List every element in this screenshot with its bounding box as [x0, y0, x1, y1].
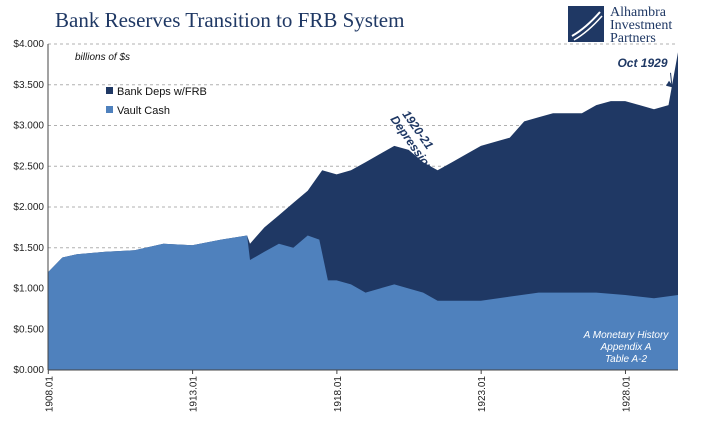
x-tick-label: 1913.01	[189, 376, 200, 413]
x-tick-label: 1928.01	[621, 376, 632, 413]
y-tick-label: $1.500	[13, 243, 44, 254]
y-tick-label: $2.000	[13, 202, 44, 213]
legend: Bank Deps w/FRB Vault Cash	[106, 86, 207, 117]
y-tick-label: $1.000	[13, 284, 44, 295]
legend-label: Vault Cash	[117, 105, 170, 117]
company-logo: Alhambra Investment Partners	[568, 6, 698, 50]
x-tick-label: 1923.01	[477, 376, 488, 413]
x-tick-label: 1908.01	[44, 376, 55, 413]
annotation-arrow	[670, 72, 673, 87]
logo-line-1: Alhambra	[610, 5, 666, 20]
chart-title: Bank Reserves Transition to FRB System	[55, 8, 405, 32]
legend-label: Bank Deps w/FRB	[117, 86, 207, 98]
area-series-vault-cash	[48, 235, 678, 370]
annotation-arrowhead	[666, 80, 674, 88]
x-tick-label: 1918.01	[333, 376, 344, 413]
logo-mark-icon	[568, 6, 604, 42]
source-note-line: Table A-2	[605, 354, 648, 365]
legend-swatch	[106, 87, 113, 94]
chart-axes	[47, 44, 678, 371]
y-tick-label: $3.500	[13, 80, 44, 91]
y-tick-label: $3.000	[13, 121, 44, 132]
units-label: billions of $s	[75, 52, 130, 63]
y-tick-label: $0.000	[13, 365, 44, 376]
source-note-line: A Monetary History	[583, 330, 670, 341]
legend-swatch	[106, 106, 113, 113]
logo-line-3: Partners	[610, 31, 656, 46]
logo-line-2: Investment	[610, 18, 673, 33]
y-tick-label: $2.500	[13, 161, 44, 172]
y-tick-label: $0.500	[13, 324, 44, 335]
annotation-oct-1929: Oct 1929	[617, 56, 667, 70]
x-axis-ticks: 1908.01 1913.01 1918.01 1923.01 1928.01	[44, 370, 632, 412]
source-note-line: Appendix A	[600, 342, 652, 353]
logo-text: Alhambra Investment Partners	[610, 5, 673, 46]
chart-areas	[48, 52, 678, 370]
y-tick-label: $4.000	[13, 39, 44, 50]
y-axis-ticks: $0.000 $0.500 $1.000 $1.500 $2.000 $2.500 $3.0…	[13, 39, 44, 376]
